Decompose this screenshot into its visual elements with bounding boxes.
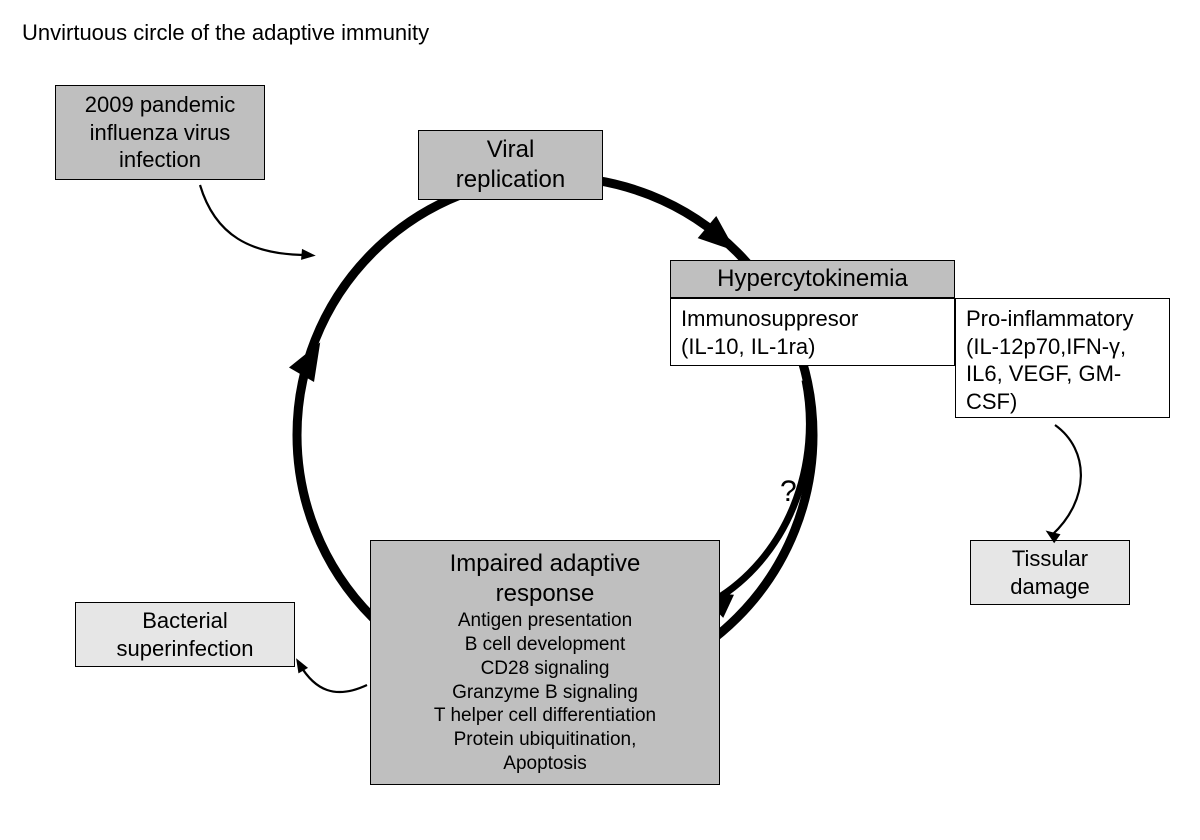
box-text-line: infection — [119, 146, 201, 174]
box-impaired-adaptive-response: Impaired adaptiveresponseAntigen present… — [370, 540, 720, 785]
box-sub-line: Granzyme B signaling — [452, 681, 638, 705]
box-text-line: Pro-inflammatory — [966, 305, 1133, 333]
box-text-line: replication — [456, 165, 565, 195]
box-sub-line: CD28 signaling — [481, 657, 610, 681]
box-sub-line: T helper cell differentiation — [434, 704, 656, 728]
box-tissular-damage: Tissulardamage — [970, 540, 1130, 605]
question-mark: ? — [780, 475, 797, 509]
box-text-line: CSF) — [966, 388, 1017, 416]
diagram-canvas: Unvirtuous circle of the adaptive immuni… — [0, 0, 1200, 840]
figure-title: Unvirtuous circle of the adaptive immuni… — [22, 20, 429, 46]
box-text-line: Bacterial — [142, 607, 228, 635]
box-text-line: (IL-10, IL-1ra) — [681, 333, 816, 361]
box-pandemic-infection: 2009 pandemicinfluenza virusinfection — [55, 85, 265, 180]
box-hypercytokinemia-header: Hypercytokinemia — [670, 260, 955, 298]
box-bacterial-superinfection: Bacterialsuperinfection — [75, 602, 295, 667]
box-text-line: IL6, VEGF, GM- — [966, 360, 1121, 388]
box-sub-line: Antigen presentation — [458, 609, 632, 633]
box-text-line: Viral — [487, 135, 535, 165]
box-heading-line: Impaired adaptive — [450, 549, 641, 579]
box-text-line: 2009 pandemic — [85, 91, 235, 119]
box-text-line: Immunosuppresor — [681, 305, 858, 333]
box-text-line: Hypercytokinemia — [717, 264, 908, 294]
box-text-line: (IL-12p70,IFN-γ, — [966, 333, 1126, 361]
box-sub-line: B cell development — [465, 633, 626, 657]
box-heading-line: response — [496, 579, 595, 609]
box-text-line: influenza virus — [90, 119, 231, 147]
box-immunosuppressor: Immunosuppresor(IL-10, IL-1ra) — [670, 298, 955, 366]
box-sub-line: Apoptosis — [503, 752, 586, 776]
box-sub-line: Protein ubiquitination, — [454, 728, 637, 752]
box-text-line: damage — [1010, 573, 1090, 601]
box-text-line: superinfection — [117, 635, 254, 663]
box-text-line: Tissular — [1012, 545, 1088, 573]
box-proinflammatory: Pro-inflammatory(IL-12p70,IFN-γ,IL6, VEG… — [955, 298, 1170, 418]
box-viral-replication: Viralreplication — [418, 130, 603, 200]
